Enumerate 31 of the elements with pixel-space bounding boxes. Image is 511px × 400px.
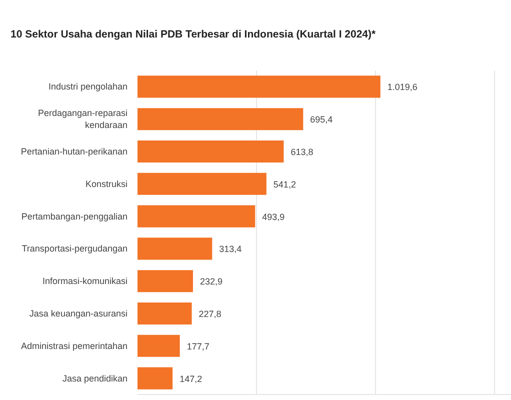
- bar: [138, 367, 173, 390]
- bar: [138, 205, 256, 228]
- y-tick-label: Jasa pendidikan: [62, 373, 128, 384]
- data-label: 695,4: [310, 114, 333, 125]
- y-tick-label: Perdagangan-reparasi kendaraan: [38, 108, 128, 130]
- data-label: 177,7: [186, 341, 210, 352]
- data-label: 232,9: [200, 276, 223, 287]
- data-label: 613,8: [290, 147, 314, 157]
- data-label: 313,4: [219, 244, 242, 254]
- y-tick-label: Pertambangan-penggalian: [21, 211, 128, 222]
- data-label: 147,2: [180, 374, 202, 384]
- y-tick-label: Administrasi pemerintahan: [20, 340, 128, 351]
- chart-title: 10 Sektor Usaha dengan Nilai PDB Terbesar di Indonesia (Kuartal I 2024)*: [10, 28, 377, 40]
- y-tick-label: Pertanian-hutan-perikanan: [20, 146, 128, 156]
- bar: [138, 140, 284, 163]
- bar: [138, 238, 212, 260]
- bar: [138, 334, 180, 357]
- bar: [138, 270, 193, 292]
- data-label: 1.019,6: [387, 82, 418, 92]
- y-tick-label: Jasa keuangan-asuransi: [29, 308, 128, 318]
- data-label: 493,9: [262, 212, 285, 222]
- bar: [138, 76, 380, 98]
- bar: [138, 172, 266, 195]
- data-label: 227,8: [198, 309, 222, 319]
- bar: [138, 108, 304, 130]
- bar: [138, 302, 192, 325]
- data-label: 541,2: [273, 179, 296, 190]
- y-tick-label: Konstruksi: [85, 178, 128, 189]
- y-tick-label: Informasi-komunikasi: [42, 276, 128, 286]
- y-tick-label: Transportasi-pergudangan: [22, 244, 128, 254]
- y-tick-label: Industri pengolahan: [48, 82, 128, 92]
